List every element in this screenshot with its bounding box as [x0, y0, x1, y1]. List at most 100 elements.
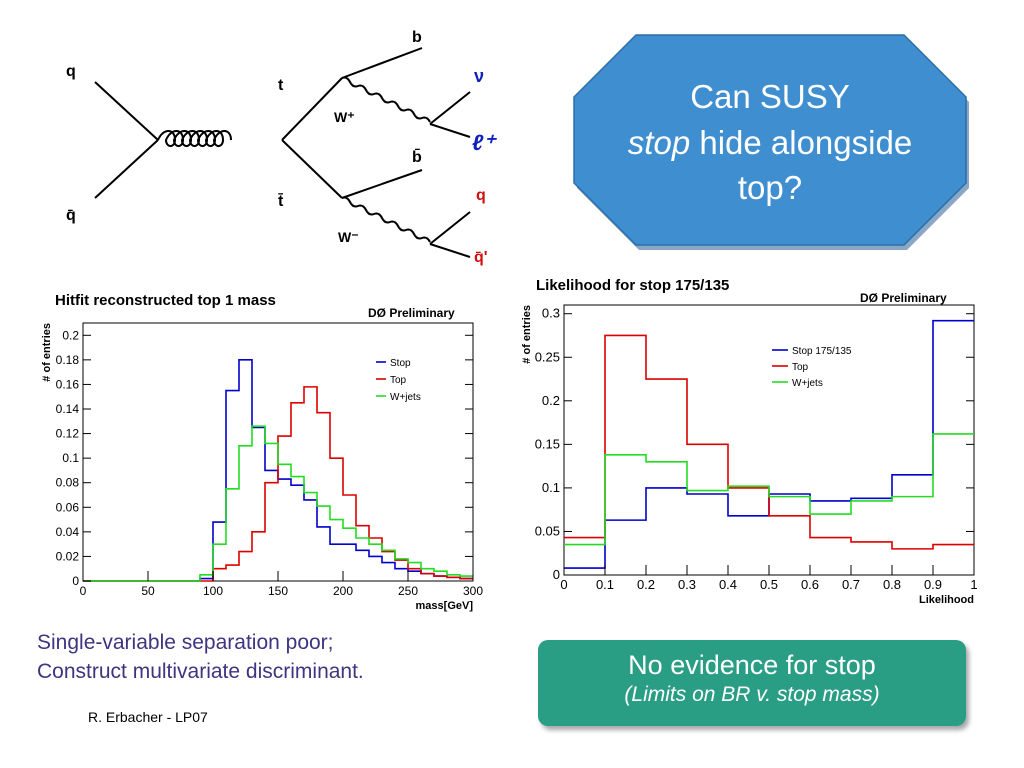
w-plus-line	[341, 76, 431, 123]
antiquark-line-in	[94, 139, 159, 199]
y-tick-label: 0.12	[56, 427, 80, 441]
arrow	[439, 222, 457, 237]
legend-label: Stop	[390, 358, 411, 369]
chart1-annotation: DØ Preliminary	[368, 306, 455, 320]
y-tick-label: 0.1	[542, 480, 560, 495]
x-tick-label: 0	[560, 577, 567, 592]
caption: Single-variable separation poor; Constru…	[37, 628, 364, 686]
arrow	[443, 248, 467, 257]
callout-line2-rest: hide alongside	[690, 124, 912, 161]
y-tick-label: 0.2	[542, 393, 560, 408]
legend-label: Top	[390, 375, 407, 386]
bbar-quark-line	[341, 169, 423, 199]
x-tick-label: 50	[141, 584, 155, 598]
y-tick-label: 0.14	[56, 402, 80, 416]
x-axis-label: Likelihood	[919, 594, 974, 606]
quark-out-line	[429, 211, 471, 245]
callout-line2: stop hide alongside	[628, 124, 912, 161]
feynman-diagram: q q̄ t t̄ b b̄ W⁺ W⁻ ν ℓ⁺ q q̄'	[66, 29, 497, 266]
top-line	[281, 77, 343, 141]
legend-label: Stop 175/135	[792, 346, 852, 357]
arrow	[439, 102, 457, 117]
label-b: b	[412, 29, 422, 46]
y-axis-label: # of entries	[521, 305, 533, 364]
y-tick-label: 0	[553, 567, 560, 582]
label-qbar-in: q̄	[66, 207, 76, 224]
callout-stop-word: stop	[628, 124, 690, 161]
x-tick-label: 100	[203, 584, 223, 598]
x-tick-label: 0.2	[637, 577, 655, 592]
label-bbar: b̄	[412, 147, 422, 166]
series-line-w-jets	[83, 425, 473, 582]
lepton-line	[429, 123, 471, 138]
evidence-line1: No evidence for stop	[628, 650, 876, 680]
arrow	[109, 95, 133, 117]
x-tick-label: 300	[463, 584, 483, 598]
y-tick-label: 0.3	[542, 306, 560, 321]
y-tick-label: 0.05	[535, 523, 560, 538]
series-line-top	[564, 334, 974, 550]
x-tick-label: 0.8	[883, 577, 901, 592]
y-tick-label: 0.15	[535, 436, 560, 451]
label-t: t	[278, 77, 284, 94]
x-tick-label: 0.4	[719, 577, 737, 592]
x-tick-label: 0.3	[678, 577, 696, 592]
x-tick-label: 250	[398, 584, 418, 598]
plot-frame	[563, 304, 975, 576]
w-minus-line	[341, 196, 431, 243]
y-tick-label: 0.2	[62, 328, 79, 342]
y-tick-label: 0	[72, 574, 79, 588]
y-axis-label: # of entries	[41, 323, 53, 382]
evidence-box: No evidence for stop (Limits on BR v. st…	[538, 640, 966, 726]
y-tick-label: 0.02	[56, 549, 80, 563]
label-tbar: t̄	[278, 192, 284, 210]
x-tick-label: 1	[970, 577, 977, 592]
plot-frame	[82, 322, 474, 582]
legend-label: Top	[792, 362, 809, 373]
y-tick-label: 0.16	[56, 377, 80, 391]
x-tick-label: 0.9	[924, 577, 942, 592]
neutrino-line	[429, 91, 471, 125]
label-lepton: ℓ⁺	[472, 130, 497, 155]
y-tick-label: 0.04	[56, 525, 80, 539]
y-tick-label: 0.08	[56, 476, 80, 490]
label-nu: ν	[474, 66, 484, 86]
label-q-out: q	[476, 187, 486, 204]
arrow	[367, 57, 397, 69]
legend-label: W+jets	[792, 378, 823, 389]
series-line-w-jets	[564, 433, 974, 546]
y-tick-label: 0.1	[62, 451, 79, 465]
chart2-likelihood-histogram: 0 0.05 0.1 0.15 0.2 0.25 0.3 0 0.1 0.2 0.3 0.4 0.5 0.…	[521, 304, 978, 606]
y-tick-label: 0.18	[56, 353, 80, 367]
antiquark-out-line	[429, 243, 471, 258]
gluon-line	[157, 130, 232, 147]
chart2-title: Likelihood for stop 175/135	[536, 277, 730, 294]
label-qprime: q̄'	[474, 249, 488, 266]
arrow	[117, 156, 141, 178]
chart2-annotation: DØ Preliminary	[860, 291, 947, 305]
susy-callout: Can SUSY stop hide alongside top?	[573, 34, 969, 250]
x-tick-label: 0.1	[596, 577, 614, 592]
chart1-mass-histogram: 0 0.02 0.04 0.06 0.08 0.1 0.12 0.14 0.16 0.18 0.2 0…	[41, 322, 483, 612]
evidence-line2: (Limits on BR v. stop mass)	[624, 683, 880, 706]
antitop-line	[281, 139, 343, 199]
x-tick-label: 200	[333, 584, 353, 598]
callout-line3: top?	[738, 169, 802, 206]
callout-line1: Can SUSY	[690, 78, 850, 115]
arrow	[443, 128, 467, 137]
label-wminus: W⁻	[338, 229, 359, 245]
label-wplus: W⁺	[334, 109, 355, 125]
y-tick-label: 0.25	[535, 349, 560, 364]
arrow	[371, 176, 403, 189]
label-q-in: q	[66, 63, 76, 80]
x-tick-label: 0.7	[842, 577, 860, 592]
caption-line2: Construct multivariate discriminant.	[37, 660, 364, 683]
x-tick-label: 0.5	[760, 577, 778, 592]
chart1-title: Hitfit reconstructed top 1 mass	[55, 292, 276, 309]
x-axis-label: mass[GeV]	[416, 600, 474, 612]
x-tick-label: 0.6	[801, 577, 819, 592]
author-credit: R. Erbacher - LP07	[88, 709, 208, 725]
x-tick-label: 150	[268, 584, 288, 598]
y-tick-label: 0.06	[56, 500, 80, 514]
legend-label: W+jets	[390, 392, 421, 403]
